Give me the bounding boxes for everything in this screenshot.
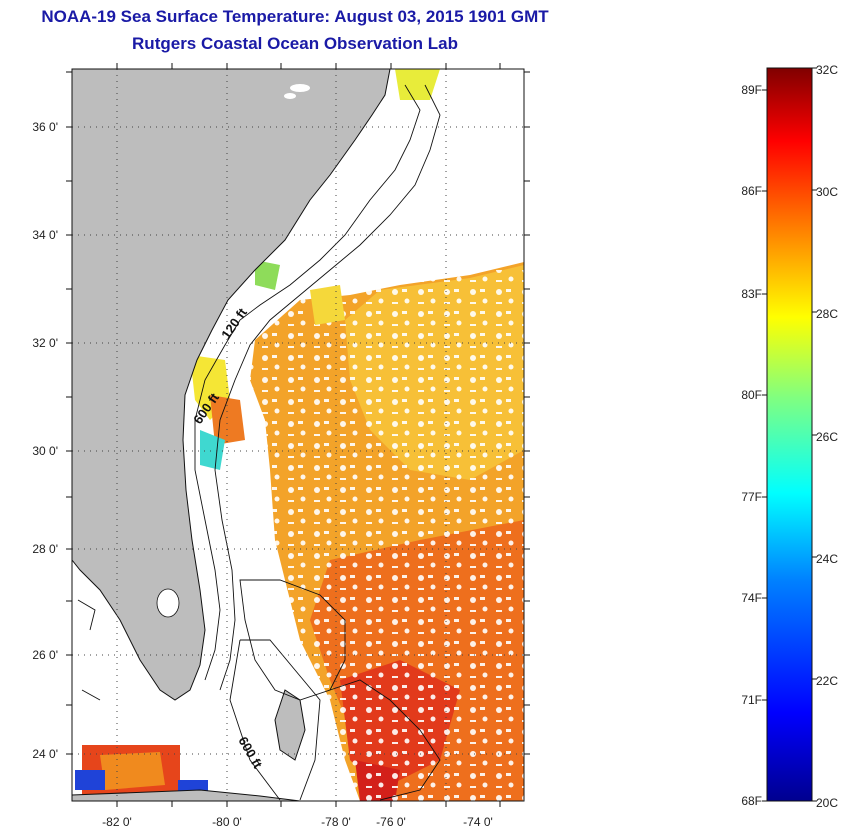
lat-tick-label: 26 0' <box>32 648 58 662</box>
graticule <box>72 69 524 801</box>
longitude-labels: -82 0' -80 0' -78 0' -76 0' -74 0' <box>102 815 493 829</box>
colorbar-f-label: 80F <box>741 388 762 402</box>
map-title: NOAA-19 Sea Surface Temperature: August … <box>41 7 549 26</box>
land-cuba <box>72 789 301 801</box>
bathymetry-contours <box>77 84 441 801</box>
map-frame <box>71 68 525 802</box>
land-us-coast <box>72 69 391 701</box>
colorbar-f-label: 68F <box>741 794 762 808</box>
colorbar-c-label: 22C <box>816 674 838 688</box>
lon-tick-label: -78 0' <box>321 815 351 829</box>
lat-tick-label: 24 0' <box>32 747 58 761</box>
colorbar-c-label: 26C <box>816 430 838 444</box>
sst-data-field <box>75 69 524 801</box>
colorbar-gradient <box>766 67 813 802</box>
latitude-labels: 36 0' 34 0' 32 0' 30 0' 28 0' 26 0' 24 0… <box>32 120 58 761</box>
lat-tick-label: 36 0' <box>32 120 58 134</box>
colorbar-f-label: 71F <box>741 693 762 707</box>
lat-tick-label: 32 0' <box>32 336 58 350</box>
colorbar-f-label: 86F <box>741 184 762 198</box>
lat-tick-label: 28 0' <box>32 542 58 556</box>
colorbar-f-label: 83F <box>741 287 762 301</box>
colorbar-c-label: 28C <box>816 307 838 321</box>
lon-tick-label: -74 0' <box>463 815 493 829</box>
lat-tick-label: 30 0' <box>32 444 58 458</box>
lon-tick-label: -82 0' <box>102 815 132 829</box>
lat-tick-label: 34 0' <box>32 228 58 242</box>
lon-tick-label: -76 0' <box>376 815 406 829</box>
colorbar-c-label: 30C <box>816 185 838 199</box>
colorbar-c-label: 20C <box>816 796 838 810</box>
colorbar-c-label: 24C <box>816 552 838 566</box>
colorbar-f-label: 89F <box>741 83 762 97</box>
temperature-colorbar: 89F 86F 83F 80F 77F 74F 71F 68F 32C 30C … <box>741 63 838 810</box>
axis-ticks <box>66 63 530 807</box>
map-subtitle: Rutgers Coastal Ocean Observation Lab <box>132 34 458 53</box>
colorbar-f-label: 74F <box>741 591 762 605</box>
map-area[interactable]: 120 ft 600 ft 600 ft <box>72 69 524 801</box>
lon-tick-label: -80 0' <box>212 815 242 829</box>
colorbar-f-label: 77F <box>741 490 762 504</box>
colorbar-c-label: 32C <box>816 63 838 77</box>
